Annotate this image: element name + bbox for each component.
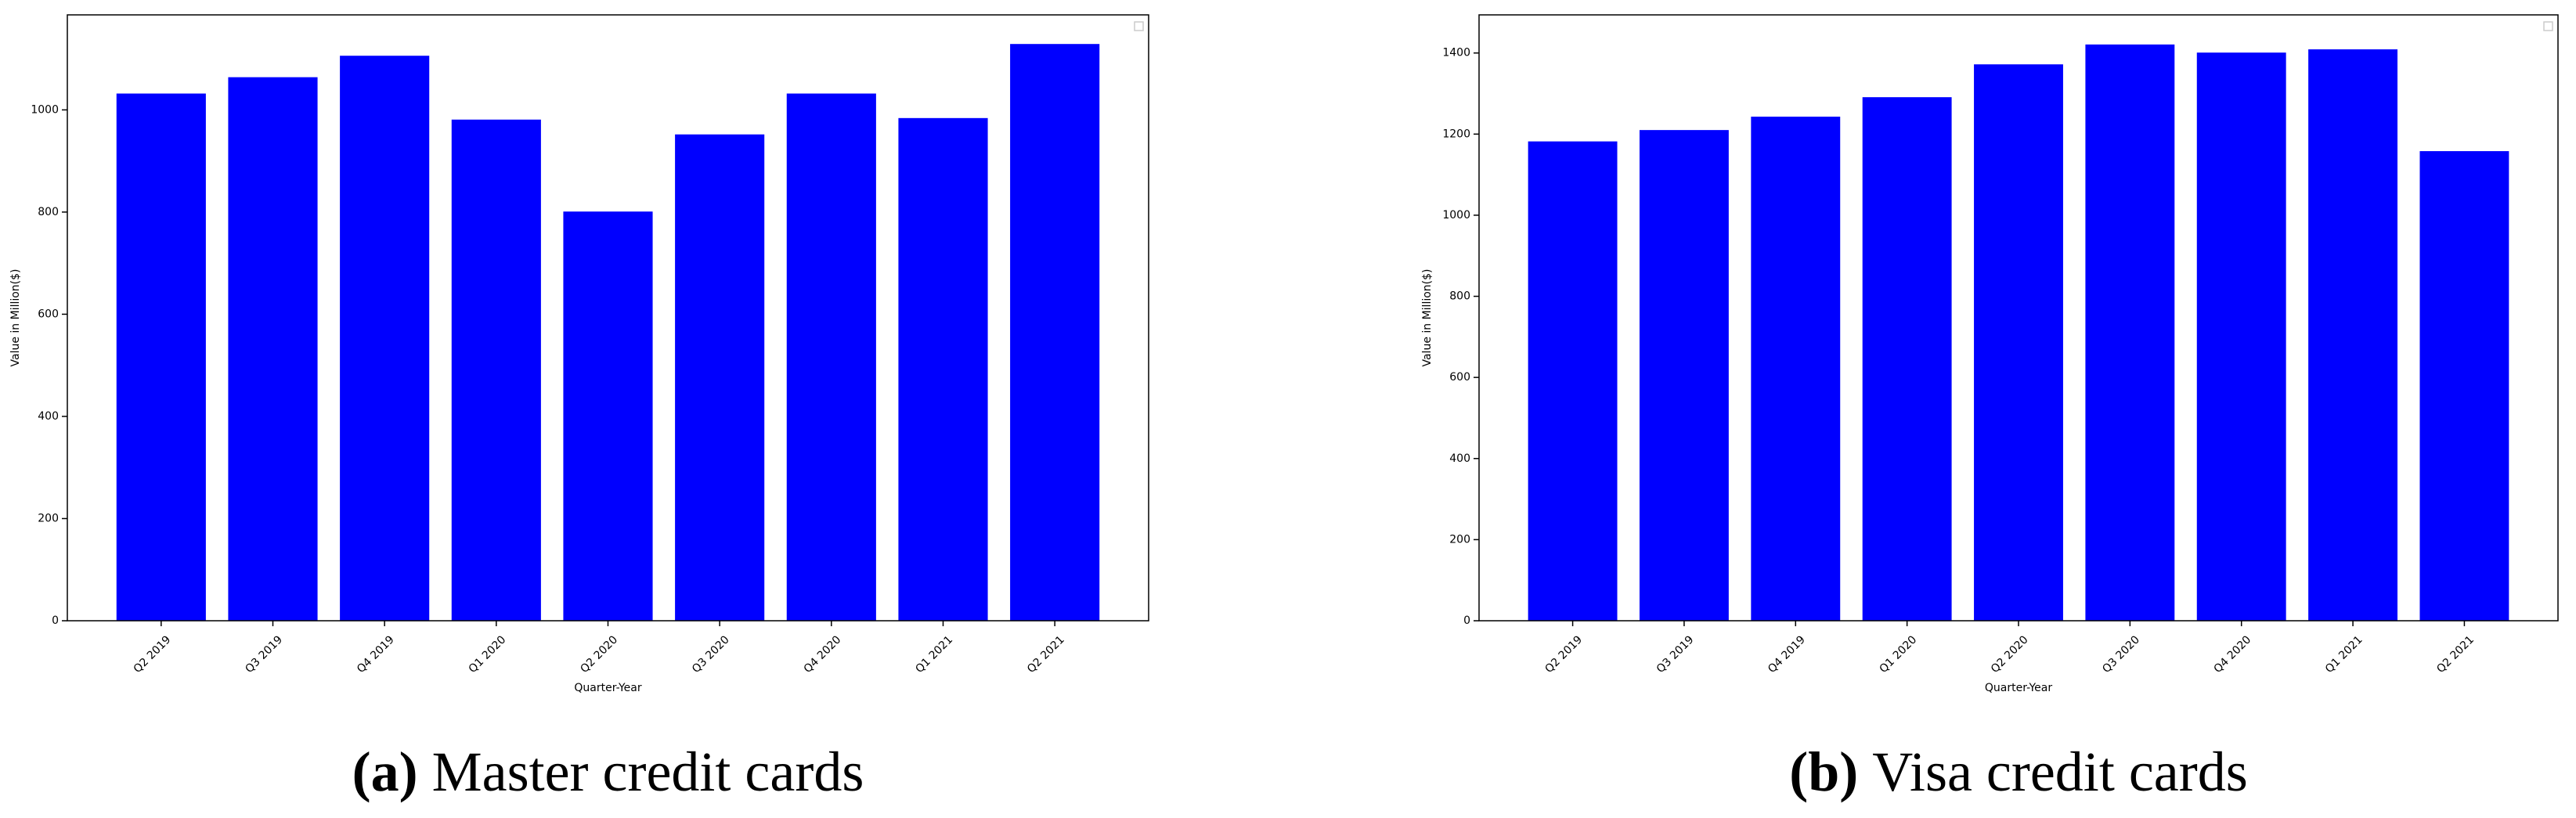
y-tick-label: 1200 <box>1442 128 1470 140</box>
x-tick-label: Q4 2020 <box>2212 633 2254 676</box>
x-tick-label: Q4 2019 <box>1766 633 1808 676</box>
bar <box>563 211 653 621</box>
bar <box>2085 44 2175 622</box>
x-tick-label: Q4 2020 <box>802 633 844 676</box>
bar <box>451 119 541 621</box>
bar <box>2308 49 2398 622</box>
caption: (a) Master credit cards <box>352 741 864 803</box>
x-tick-label: Q2 2020 <box>578 633 620 676</box>
x-tick-label: Q2 2021 <box>2434 633 2477 676</box>
caption-text: Visa credit cards <box>1872 741 2247 803</box>
y-tick-label: 800 <box>38 206 59 218</box>
bar <box>2419 151 2509 622</box>
caption: (b) Visa credit cards <box>1789 741 2247 803</box>
x-tick-label: Q1 2020 <box>467 633 509 676</box>
bar <box>340 56 430 621</box>
x-tick-label: Q3 2020 <box>2100 633 2142 676</box>
x-tick-label: Q2 2020 <box>1989 633 2031 676</box>
x-tick-label: Q2 2019 <box>132 633 174 676</box>
y-tick-label: 0 <box>1463 614 1470 627</box>
axes-frame <box>67 14 1149 622</box>
y-tick-label: 800 <box>1449 290 1470 303</box>
bar <box>1639 130 1729 622</box>
y-tick-label: 1000 <box>1442 209 1470 222</box>
y-tick-label: 1000 <box>31 103 59 116</box>
x-tick-label: Q1 2021 <box>913 633 955 676</box>
x-tick-label: Q4 2019 <box>355 633 397 676</box>
axes-frame <box>1478 14 2559 622</box>
bar <box>675 134 765 621</box>
caption-text: Master credit cards <box>432 741 864 803</box>
y-axis-label: Value in Million($) <box>9 268 22 366</box>
x-axis-label: Quarter-Year <box>574 682 641 694</box>
y-axis-label: Value in Million($) <box>1421 268 1434 366</box>
legend-box <box>1134 21 1144 31</box>
y-tick-label: 0 <box>52 614 59 627</box>
bar <box>898 117 988 621</box>
bar <box>1974 64 2063 621</box>
bar <box>1862 97 1952 621</box>
x-tick-label: Q1 2020 <box>1878 633 1920 676</box>
y-tick-label: 1400 <box>1442 47 1470 59</box>
y-tick-label: 400 <box>38 410 59 423</box>
bar <box>1010 44 1100 622</box>
y-tick-label: 200 <box>1449 533 1470 546</box>
bar <box>116 93 206 621</box>
y-tick-label: 400 <box>1449 452 1470 465</box>
x-tick-label: Q2 2019 <box>1542 633 1585 676</box>
bar <box>228 77 318 621</box>
bar <box>1751 117 1841 622</box>
bar <box>2196 52 2286 621</box>
bar <box>1528 141 1618 621</box>
x-tick-label: Q3 2019 <box>243 633 285 676</box>
x-tick-label: Q3 2020 <box>690 633 732 676</box>
bar <box>786 93 876 621</box>
y-tick-label: 200 <box>38 512 59 524</box>
x-tick-label: Q1 2021 <box>2323 633 2365 676</box>
caption-label: (b) <box>1789 741 1858 803</box>
y-tick-label: 600 <box>1449 371 1470 384</box>
x-tick-label: Q2 2021 <box>1025 633 1067 676</box>
caption-label: (a) <box>352 741 418 803</box>
legend-box <box>2543 21 2553 31</box>
x-tick-label: Q3 2019 <box>1654 633 1697 676</box>
x-axis-label: Quarter-Year <box>1985 682 2052 694</box>
y-tick-label: 600 <box>38 308 59 320</box>
